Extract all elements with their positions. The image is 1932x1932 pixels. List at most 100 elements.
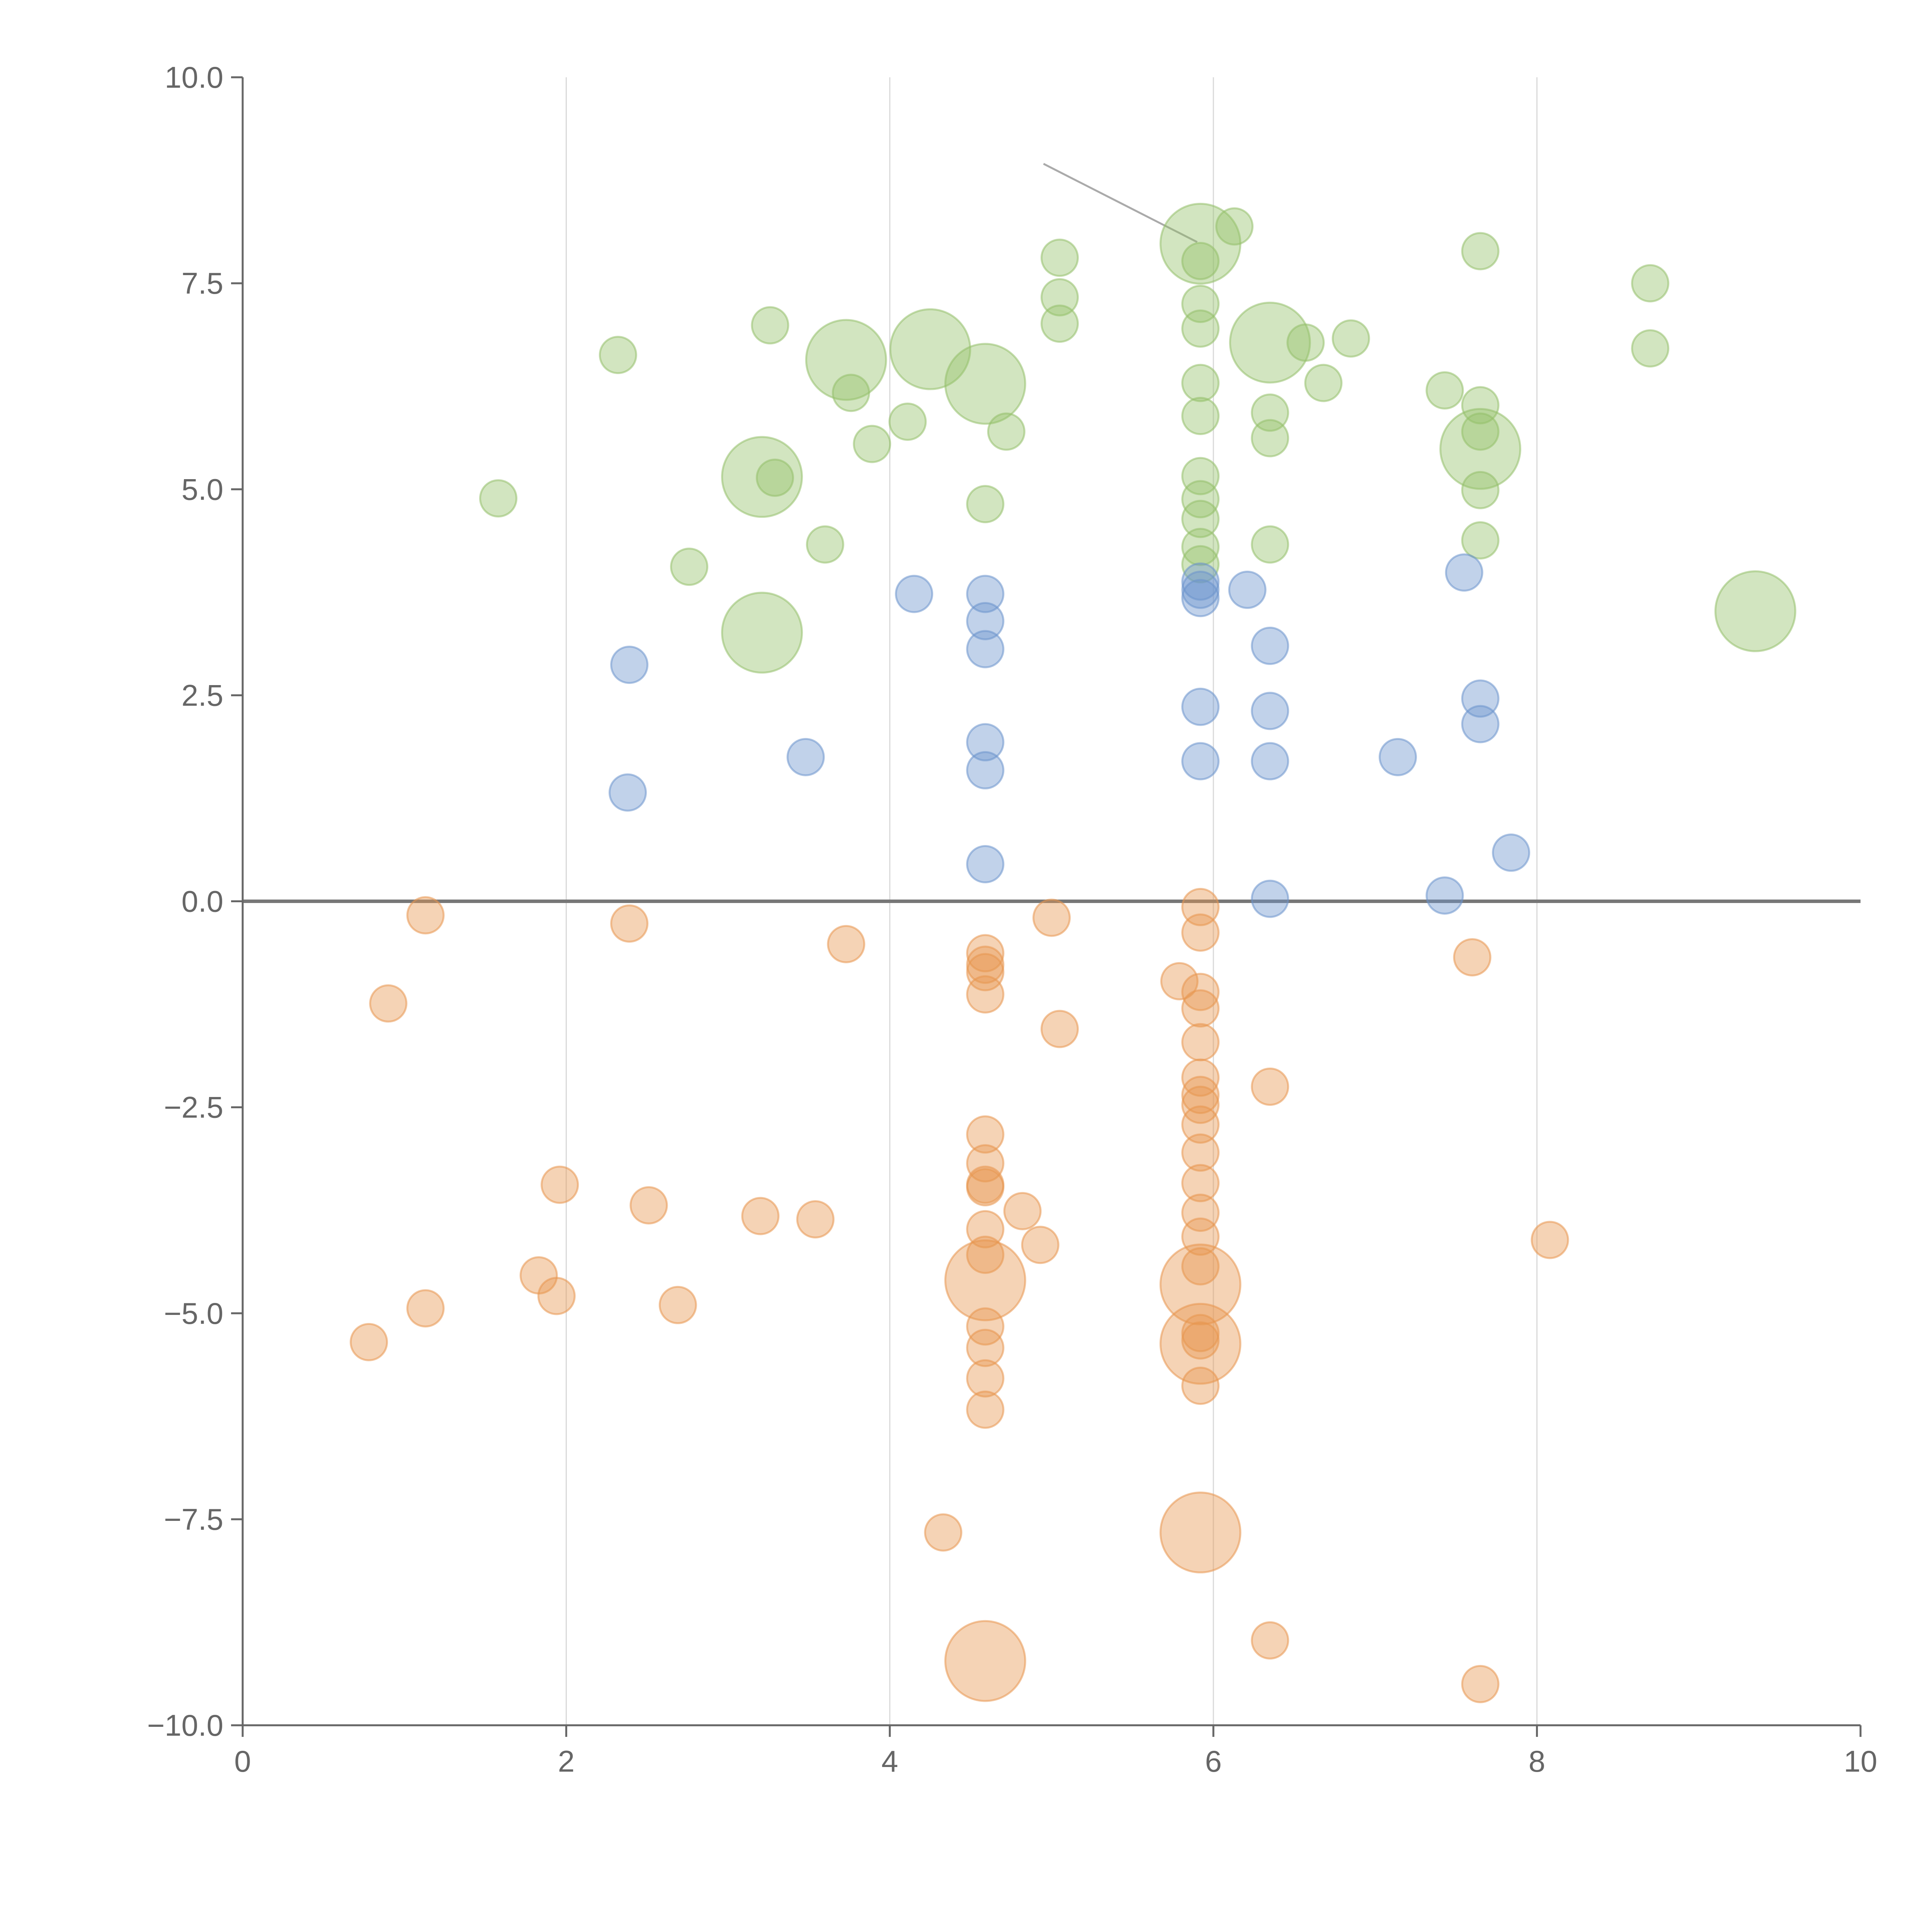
point-blue-11 xyxy=(1181,570,1220,609)
point-orange-49 xyxy=(1159,1243,1242,1326)
point-orange-52 xyxy=(1159,1303,1242,1385)
point-green-2 xyxy=(670,548,709,586)
point-green-30 xyxy=(1215,207,1254,246)
point-green-11 xyxy=(888,402,927,441)
point-green-39 xyxy=(1461,232,1500,270)
point-green-3 xyxy=(721,436,803,518)
y-tick-label: 7.5 xyxy=(182,266,223,300)
point-green-31 xyxy=(1229,301,1311,384)
point-orange-51 xyxy=(1181,1321,1220,1360)
point-orange-55 xyxy=(1251,1067,1289,1106)
point-orange-48 xyxy=(1181,1247,1220,1286)
point-green-22 xyxy=(1181,309,1220,348)
point-green-24 xyxy=(1181,396,1220,435)
point-green-25 xyxy=(1181,457,1220,495)
point-orange-29 xyxy=(944,1620,1026,1702)
point-orange-26 xyxy=(966,1328,1005,1367)
y-tick-label: 5.0 xyxy=(182,472,223,506)
point-blue-6 xyxy=(966,630,1005,668)
point-orange-12 xyxy=(827,925,866,963)
point-blue-14 xyxy=(1181,742,1220,781)
annotation-line xyxy=(1043,163,1198,243)
point-green-15 xyxy=(987,412,1026,451)
point-green-7 xyxy=(806,525,844,564)
point-green-12 xyxy=(889,308,971,390)
point-orange-1 xyxy=(369,984,408,1023)
point-orange-10 xyxy=(741,1197,780,1235)
point-blue-0 xyxy=(610,645,649,684)
point-green-45 xyxy=(1631,264,1670,303)
point-blue-16 xyxy=(1251,626,1289,665)
point-orange-21 xyxy=(966,1168,1005,1206)
point-orange-27 xyxy=(966,1359,1005,1398)
point-green-8 xyxy=(805,319,887,401)
axes-layer xyxy=(231,76,1862,1737)
point-orange-32 xyxy=(1032,898,1071,937)
tick-labels-layer: 0 2 4 6 8 10 10.0 7.5 5.0 2.5 0.0 −2.5 −5.0 −7.5 −10.0 xyxy=(147,60,1878,1778)
x-tick-label: 2 xyxy=(558,1744,575,1778)
point-orange-18 xyxy=(966,1115,1005,1154)
point-green-35 xyxy=(1286,323,1325,362)
point-blue-25 xyxy=(1492,833,1531,872)
point-green-38 xyxy=(1425,371,1464,410)
x-tick-label: 6 xyxy=(1205,1744,1222,1778)
point-orange-8 xyxy=(629,1186,668,1225)
point-green-1 xyxy=(599,336,637,374)
point-orange-25 xyxy=(966,1307,1005,1346)
x-tick-label: 0 xyxy=(234,1744,251,1778)
point-orange-11 xyxy=(796,1200,835,1239)
point-blue-1 xyxy=(609,773,647,812)
point-green-43 xyxy=(1461,471,1500,509)
point-orange-53 xyxy=(1181,1366,1220,1405)
point-orange-23 xyxy=(966,1235,1005,1274)
points-layer xyxy=(350,202,1796,1703)
point-orange-33 xyxy=(1040,1010,1079,1048)
point-blue-7 xyxy=(966,723,1005,762)
x-tick-label: 8 xyxy=(1529,1744,1545,1778)
point-green-42 xyxy=(1439,408,1521,490)
point-orange-16 xyxy=(966,953,1005,992)
y-tick-label: 10.0 xyxy=(165,60,223,94)
point-orange-34 xyxy=(1160,962,1199,1000)
point-green-20 xyxy=(1181,242,1220,281)
point-green-41 xyxy=(1461,412,1500,451)
point-blue-17 xyxy=(1251,692,1289,730)
point-green-34 xyxy=(1251,525,1289,564)
point-orange-13 xyxy=(924,1513,963,1552)
point-orange-56 xyxy=(1251,1621,1289,1660)
point-green-4 xyxy=(751,306,789,345)
point-green-36 xyxy=(1304,364,1343,402)
y-tick-label: −5.0 xyxy=(164,1296,223,1330)
point-orange-45 xyxy=(1181,1164,1220,1202)
point-green-6 xyxy=(721,592,803,674)
point-green-14 xyxy=(966,485,1005,524)
point-green-10 xyxy=(853,425,891,463)
point-orange-3 xyxy=(406,1289,445,1328)
point-orange-7 xyxy=(610,904,649,943)
point-blue-22 xyxy=(1445,553,1483,592)
point-blue-10 xyxy=(1181,562,1220,601)
point-orange-30 xyxy=(1003,1192,1042,1230)
point-orange-6 xyxy=(541,1165,579,1204)
point-green-13 xyxy=(944,343,1026,425)
point-green-33 xyxy=(1251,419,1289,457)
point-green-44 xyxy=(1461,521,1500,560)
point-green-47 xyxy=(1714,570,1796,652)
point-orange-58 xyxy=(1461,1665,1500,1703)
point-orange-38 xyxy=(1181,989,1220,1028)
point-orange-17 xyxy=(966,975,1005,1014)
point-blue-24 xyxy=(1461,705,1500,743)
point-green-26 xyxy=(1181,480,1220,519)
point-orange-37 xyxy=(1181,973,1220,1011)
x-tick-label: 10 xyxy=(1844,1744,1878,1778)
point-green-18 xyxy=(1040,304,1079,343)
point-green-0 xyxy=(479,479,518,518)
point-green-5 xyxy=(756,458,794,497)
point-orange-5 xyxy=(537,1277,576,1315)
point-orange-44 xyxy=(1181,1133,1220,1172)
point-orange-2 xyxy=(406,896,445,935)
point-green-27 xyxy=(1181,500,1220,538)
point-green-23 xyxy=(1181,364,1220,402)
